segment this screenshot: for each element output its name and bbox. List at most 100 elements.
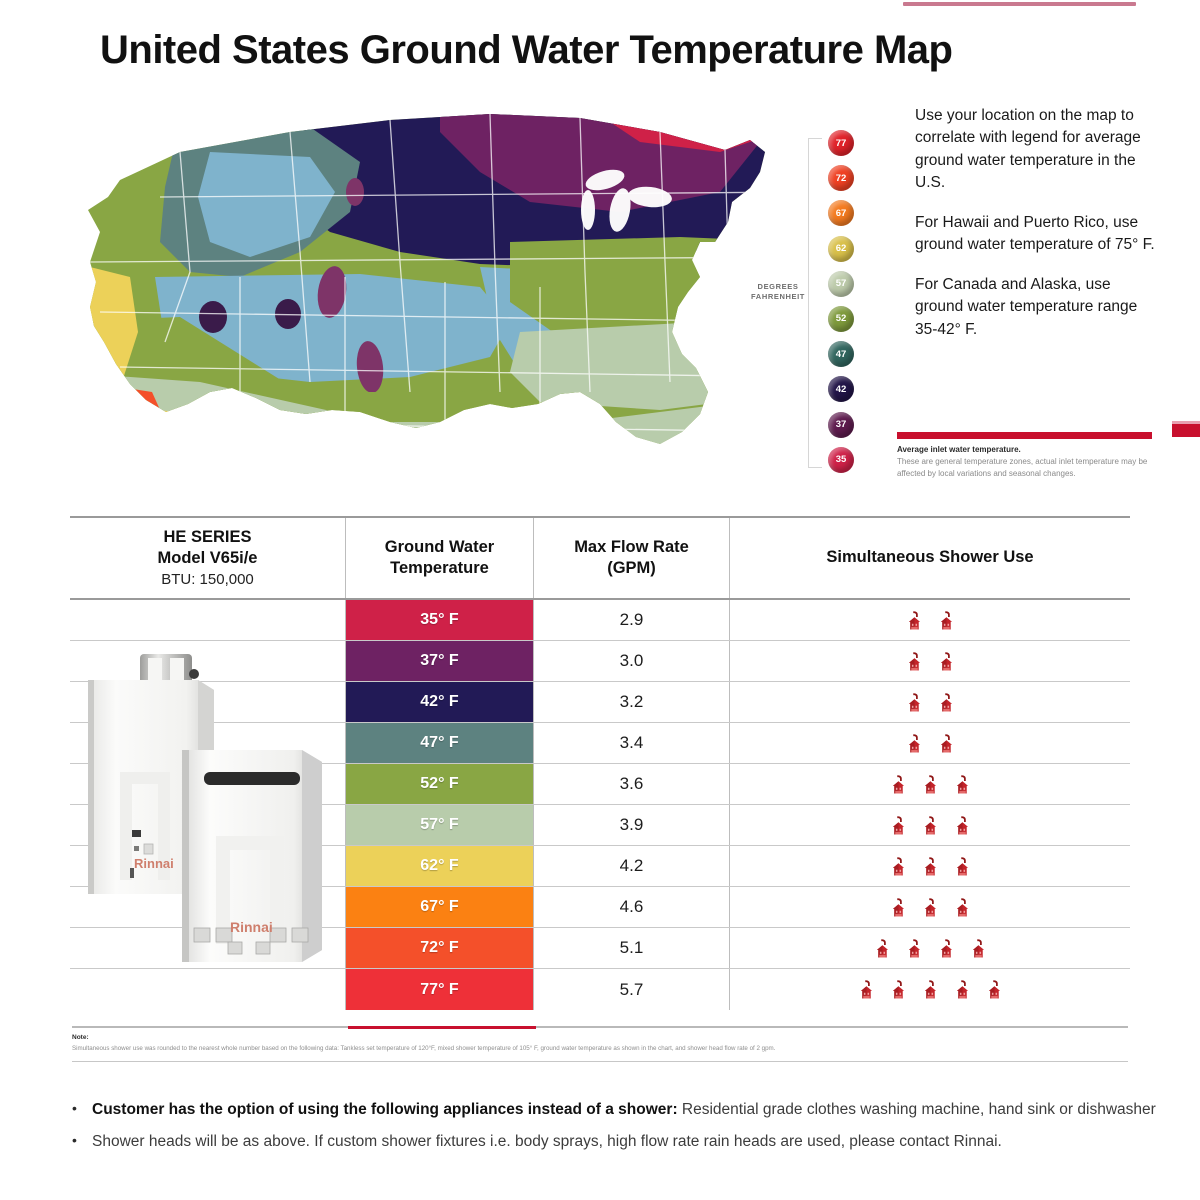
ground-water-temperature-cell: 72° F [346, 928, 534, 968]
simultaneous-shower-use-cell [730, 969, 1130, 1010]
shower-icon [919, 855, 942, 878]
shower-icon [951, 773, 974, 796]
table-header-ground-water-temperature: Ground Water Temperature [346, 518, 534, 598]
shower-icon [903, 732, 926, 755]
table-header-simultaneous-shower-use: Simultaneous Shower Use [730, 518, 1130, 598]
max-flow-rate-cell: 3.4 [534, 723, 730, 763]
legend-dot-value: 37 [835, 419, 847, 430]
legend-dot-value: 77 [835, 137, 847, 149]
svg-text:Rinnai: Rinnai [134, 856, 174, 871]
temperature-value: 42° F [420, 693, 459, 710]
legend-dot-value: 67 [835, 207, 847, 219]
legend-dot-37: 37 [828, 411, 854, 438]
max-flow-header-line2: (GPM) [607, 559, 656, 577]
simultaneous-shower-use-cell [730, 887, 1130, 927]
water-heater-product-image: Rinnai Rinnai [78, 632, 350, 974]
product-model-label: Model V65i/e [157, 549, 258, 568]
max-flow-rate-cell: 4.2 [534, 846, 730, 886]
shower-icon [967, 937, 990, 960]
shower-use-header: Simultaneous Shower Use [826, 548, 1034, 567]
shower-icon [935, 732, 958, 755]
product-column-cell [70, 969, 346, 1010]
footnote-bottom-rule [72, 1061, 1128, 1063]
table-row: 67° F 4.6 [70, 887, 1130, 928]
shower-icon [887, 855, 910, 878]
simultaneous-shower-use-cell [730, 846, 1130, 886]
bullet-rest-1: Residential grade clothes washing machin… [677, 1101, 1156, 1118]
max-flow-rate-cell: 3.6 [534, 764, 730, 804]
product-column-cell [70, 723, 346, 763]
legend-axis-label-line2: FAHRENHEIT [751, 292, 805, 302]
temperature-value: 47° F [420, 734, 459, 751]
shower-icon [871, 937, 894, 960]
top-rule-decoration [903, 2, 1136, 6]
ground-water-temperature-cell: 42° F [346, 682, 534, 722]
legend-dot-42: 42 [828, 376, 854, 403]
max-flow-rate-cell: 4.6 [534, 887, 730, 927]
flow-rate-value: 4.6 [619, 897, 644, 916]
legend-dot-62: 62 [828, 235, 854, 262]
footnote-top-rule [72, 1026, 1128, 1029]
legend-dot-67: 67 [828, 200, 854, 227]
legend-dot-value: 62 [835, 243, 847, 255]
max-flow-rate-cell: 2.9 [534, 600, 730, 640]
flow-rate-value: 3.6 [619, 774, 644, 793]
shower-icon [919, 978, 942, 1001]
table-row: 47° F 3.4 [70, 723, 1130, 764]
ground-water-temperature-cell: 62° F [346, 846, 534, 886]
flow-rate-value: 3.2 [619, 692, 644, 711]
product-column-cell [70, 928, 346, 968]
ground-water-temperature-cell: 77° F [346, 969, 534, 1010]
product-column-cell [70, 805, 346, 845]
temperature-value: 67° F [420, 898, 459, 915]
legend-dot-77: 77 [828, 130, 854, 156]
bullet-bold-1: Customer has the option of using the fol… [92, 1101, 678, 1118]
legend-dot-72: 72 [828, 165, 854, 192]
disclaimer-title: Average inlet water temperature. [897, 445, 1021, 454]
simultaneous-shower-use-cell [730, 928, 1130, 968]
max-flow-rate-cell: 5.7 [534, 969, 730, 1010]
ground-water-header-line1: Ground Water [384, 537, 495, 556]
product-column-cell [70, 887, 346, 927]
map-instructions: Use your location on the map to correlat… [915, 105, 1155, 358]
table-header-max-flow-rate: Max Flow Rate (GPM) [534, 518, 730, 598]
shower-icon [983, 978, 1006, 1001]
legend-dot-value: 35 [835, 454, 847, 466]
ground-water-temperature-cell: 37° F [346, 641, 534, 681]
shower-icon [935, 609, 958, 632]
page-title: United States Ground Water Temperature M… [100, 28, 953, 72]
table-row: 57° F 3.9 [70, 805, 1130, 846]
ground-water-temperature-cell: 35° F [346, 600, 534, 640]
legend-dot-value: 42 [835, 383, 847, 395]
product-column-cell [70, 764, 346, 804]
disclaimer-red-bar [897, 432, 1152, 439]
product-column-cell [70, 600, 346, 640]
right-edge-accent-red [1172, 424, 1200, 437]
product-column-cell [70, 641, 346, 681]
temperature-value: 37° F [420, 652, 459, 669]
legend-dot-value: 47 [835, 348, 847, 360]
simultaneous-shower-use-cell [730, 764, 1130, 804]
shower-icon [919, 896, 942, 919]
simultaneous-shower-use-cell [730, 682, 1130, 722]
shower-icon [903, 650, 926, 673]
disclaimer-body: These are general temperature zones, act… [897, 457, 1148, 479]
legend-dot-value: 52 [835, 313, 847, 325]
bullet-rest-2: Shower heads will be as above. If custom… [92, 1133, 1002, 1151]
ground-water-temperature-cell: 67° F [346, 887, 534, 927]
svg-text:Rinnai: Rinnai [230, 919, 273, 935]
product-column-cell [70, 682, 346, 722]
instruction-paragraph-3: For Canada and Alaska, use ground water … [915, 275, 1138, 338]
table-body: 35° F 2.9 37° F 3.0 42° F 3.2 47° F 3.4 52° F 3.6… [70, 600, 1130, 1010]
table-row: 52° F 3.6 [70, 764, 1130, 805]
bullet-text-1: Customer has the option of using the fol… [92, 1098, 1156, 1121]
temperature-value: 52° F [420, 775, 459, 792]
max-flow-rate-cell: 3.0 [534, 641, 730, 681]
ground-water-temperature-cell: 52° F [346, 764, 534, 804]
flow-rate-value: 3.4 [619, 733, 644, 752]
list-item: • Shower heads will be as above. If cust… [66, 1130, 1156, 1153]
table-row: 62° F 4.2 [70, 846, 1130, 887]
shower-icon [887, 773, 910, 796]
shower-icon [951, 978, 974, 1001]
